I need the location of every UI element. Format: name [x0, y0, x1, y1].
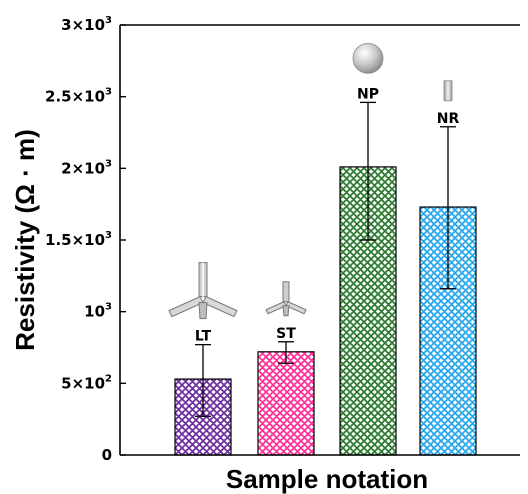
y-tick-label: 1.5×103: [45, 230, 112, 249]
error-bar-st: [278, 341, 294, 364]
error-bar-lt: [195, 343, 211, 417]
bar-label-np: NP: [357, 86, 379, 102]
small-tetrapod-icon: [265, 281, 307, 317]
bar-label-lt: LT: [195, 329, 212, 345]
bar-label-st: ST: [276, 326, 296, 342]
y-tick-label: 2.5×103: [45, 87, 112, 106]
nanorod-icon: [443, 80, 453, 102]
y-tick-label: 3×103: [61, 15, 112, 34]
x-axis-title: Sample notation: [226, 464, 428, 494]
error-bar-nr: [440, 126, 456, 290]
bar-st: [257, 351, 315, 456]
y-tick-label: 5×102: [61, 373, 112, 392]
error-bar-np: [360, 101, 376, 241]
y-tick-label: 103: [84, 302, 112, 321]
error-bars-layer: [195, 101, 456, 417]
bar-label-nr: NR: [437, 111, 460, 127]
y-axis-title: Resistivity (Ω · m): [10, 129, 40, 351]
nanoparticle-sphere-icon: [352, 43, 384, 74]
y-tick-label: 0: [102, 446, 112, 464]
y-ticks-layer: 0 5×102 103 1.5×103 2×103 2.5×103 3×103: [45, 15, 126, 464]
tetrapod-icon: [168, 262, 238, 320]
bar-labels-layer: LT ST NP NR: [195, 86, 460, 344]
bars-layer: [174, 166, 477, 456]
y-tick-label: 2×103: [61, 158, 112, 177]
